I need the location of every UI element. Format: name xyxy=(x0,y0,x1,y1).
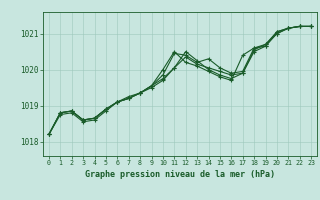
X-axis label: Graphe pression niveau de la mer (hPa): Graphe pression niveau de la mer (hPa) xyxy=(85,170,275,179)
